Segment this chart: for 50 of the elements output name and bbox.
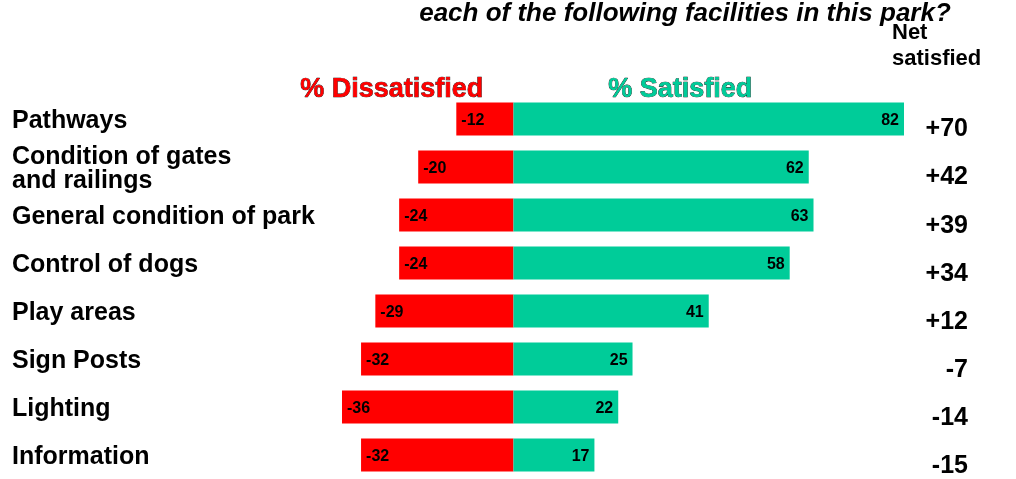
bar: [375, 294, 514, 328]
series-label: % Dissatisfied: [300, 72, 484, 103]
data-label: -36: [347, 398, 371, 416]
data-label: -32: [366, 446, 390, 464]
data-label: -20: [423, 158, 447, 176]
y-tick-label: Information: [12, 441, 150, 469]
bar: [513, 438, 595, 472]
data-label: -24: [404, 254, 428, 272]
data-label: -29: [380, 302, 404, 320]
y-tick-label: Pathways: [12, 105, 128, 133]
bar: [418, 150, 514, 184]
y-tick-label: Play areas: [12, 297, 136, 325]
data-label: 58: [766, 254, 785, 272]
data-label: -32: [366, 350, 390, 368]
bar: [513, 390, 619, 424]
bar: [361, 342, 514, 376]
text: +42: [925, 161, 968, 190]
data-label: 63: [790, 206, 809, 224]
y-tick-label: Condition of gates and railings: [12, 141, 232, 193]
bar: [513, 342, 633, 376]
data-label: 82: [881, 110, 900, 128]
text: +12: [925, 305, 968, 334]
data-label: 17: [571, 446, 590, 464]
data-label: 62: [785, 158, 804, 176]
bar: [513, 246, 790, 280]
bar: [513, 150, 809, 184]
series-label: % Satisfied: [608, 72, 753, 103]
bar: [456, 102, 514, 136]
data-label: -24: [404, 206, 428, 224]
data-label: 22: [595, 398, 614, 416]
y-tick-label: Control of dogs: [12, 249, 199, 277]
bar: [342, 390, 514, 424]
text: -15: [931, 449, 969, 478]
y-tick-label: Sign Posts: [12, 345, 142, 373]
text: +70: [925, 113, 968, 142]
data-label: 41: [685, 302, 704, 320]
text: -7: [945, 353, 968, 382]
y-tick-label: Lighting: [12, 393, 111, 421]
bar: [513, 294, 709, 328]
text: -14: [931, 401, 969, 430]
bar: [399, 246, 514, 280]
data-label: 25: [609, 350, 628, 368]
text: +39: [925, 209, 968, 238]
bar: [399, 198, 514, 232]
data-label: -12: [461, 110, 485, 128]
bar: [513, 102, 904, 136]
bar: [513, 198, 814, 232]
y-tick-label: General condition of park: [12, 201, 315, 229]
text: +34: [925, 257, 969, 286]
bar: [361, 438, 514, 472]
